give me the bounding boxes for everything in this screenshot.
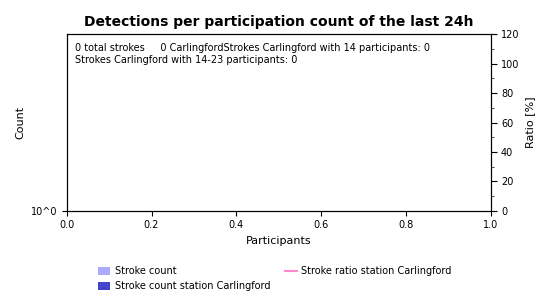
Text: 0 total strokes     0 CarlingfordStrokes Carlingford with 14 participants: 0
Str: 0 total strokes 0 CarlingfordStrokes Car… bbox=[75, 43, 430, 65]
X-axis label: Participants: Participants bbox=[246, 236, 311, 246]
Legend: Stroke count, Stroke count station Carlingford, Stroke ratio station Carlingford: Stroke count, Stroke count station Carli… bbox=[95, 262, 455, 295]
Title: Detections per participation count of the last 24h: Detections per participation count of th… bbox=[84, 15, 474, 29]
Y-axis label: Count: Count bbox=[15, 106, 25, 139]
Y-axis label: Ratio [%]: Ratio [%] bbox=[525, 97, 535, 148]
